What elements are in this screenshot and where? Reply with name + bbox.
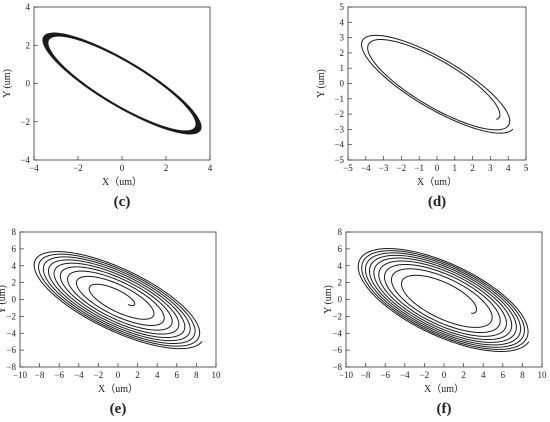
y-tick-label: −2 [6,311,16,321]
x-tick-label: −4 [74,370,84,380]
x-tick-label: 2 [461,370,466,380]
x-tick-label: 10 [212,370,222,380]
y-axis-label: Y (um) [2,69,13,98]
x-tick-label: −1 [414,163,424,173]
plot-frame [33,6,211,161]
y-tick-label: 0 [12,295,17,305]
x-axis-label: X（um） [417,176,457,188]
y-tick-label: −6 [6,345,16,355]
x-tick-label: −4 [400,370,410,380]
panel-label: (f) [437,401,452,417]
x-tick-label: −10 [339,370,354,380]
x-tick-label: −8 [361,370,371,380]
y-tick-label: −2 [332,311,342,321]
y-tick-label: 0 [338,295,343,305]
chart-panel-d: −5 −4 −3 −2 −1 0 1 2 3 4 5 −5 −4 −3 −2 −1 0 1 2 3 4 5 X（um） Y (… [316,2,529,210]
x-tick-label: 10 [538,370,548,380]
x-axis-label: X（um） [98,383,138,395]
orbit-trajectory [361,34,514,134]
x-tick-label: −5 [343,163,353,173]
y-tick-label: −1 [334,94,344,104]
x-tick-label: 4 [481,370,486,380]
plot-frame [347,6,527,161]
x-tick-label: −6 [380,370,390,380]
x-axis-label: X（um） [102,176,142,188]
y-tick-label: 0 [26,79,31,89]
x-tick-label: −2 [420,370,430,380]
x-tick-label: 0 [442,370,447,380]
y-tick-label: 4 [12,261,17,271]
x-tick-label: −2 [397,163,407,173]
y-tick-label: 3 [340,33,345,43]
orbit-trajectory [357,248,530,352]
x-tick-label: −2 [73,163,83,173]
x-tick-label: 2 [470,163,475,173]
x-tick-label: 2 [135,370,140,380]
y-tick-label: 2 [338,278,343,288]
x-tick-label: −4 [361,163,371,173]
orbit-trajectory [33,251,203,350]
y-tick-label: −3 [334,124,344,134]
x-tick-label: 4 [155,370,160,380]
y-tick-label: 1 [340,63,345,73]
x-tick-label: 4 [506,163,511,173]
y-axis-label: Y (um) [316,69,327,98]
y-tick-label: 4 [340,17,345,27]
x-tick-label: 0 [435,163,440,173]
y-tick-label: 5 [340,2,345,12]
x-tick-label: 2 [164,163,169,173]
x-tick-label: 0 [116,370,121,380]
y-tick-label: −8 [6,362,16,372]
y-tick-label: −4 [20,155,30,165]
x-tick-label: 6 [175,370,180,380]
y-tick-label: −8 [332,362,342,372]
y-tick-label: 4 [26,2,31,12]
y-tick-label: 2 [26,40,31,50]
y-tick-label: 6 [12,244,17,254]
x-axis-label: X（um） [424,383,464,395]
panel-label: (c) [114,194,131,210]
x-tick-label: −8 [35,370,45,380]
y-tick-label: −4 [6,328,16,338]
x-tick-label: 4 [208,163,213,173]
y-tick-label: 6 [338,244,343,254]
panel-label: (d) [428,194,446,210]
panel-label: (e) [110,401,127,417]
x-tick-label: −4 [29,163,39,173]
x-tick-label: 8 [194,370,199,380]
y-tick-label: 2 [12,278,17,288]
x-tick-label: −10 [13,370,28,380]
y-tick-label: −5 [334,155,344,165]
x-tick-label: −3 [379,163,389,173]
x-tick-label: 0 [120,163,125,173]
y-axis-label: Y (um) [0,285,8,314]
x-tick-label: 6 [501,370,506,380]
y-tick-label: 4 [338,261,343,271]
y-tick-label: −2 [20,117,30,127]
x-tick-label: 8 [520,370,525,380]
x-tick-label: −2 [94,370,104,380]
chart-panel-c: −4 −2 0 2 4 −4 −2 0 2 4 X（um） Y (um) (c) [2,2,213,210]
x-tick-label: 3 [488,163,493,173]
y-tick-label: 2 [340,48,345,58]
y-tick-label: 8 [338,227,343,237]
y-tick-label: −2 [334,109,344,119]
y-tick-label: −6 [332,345,342,355]
y-tick-label: −4 [332,328,342,338]
y-tick-label: −4 [334,140,344,150]
x-tick-label: 5 [524,163,529,173]
y-tick-label: 0 [340,79,345,89]
x-tick-label: −6 [54,370,64,380]
y-tick-label: 8 [12,227,17,237]
orbit-trajectory [42,32,202,135]
x-tick-label: 1 [453,163,458,173]
y-axis-label: Y (um) [323,285,334,314]
